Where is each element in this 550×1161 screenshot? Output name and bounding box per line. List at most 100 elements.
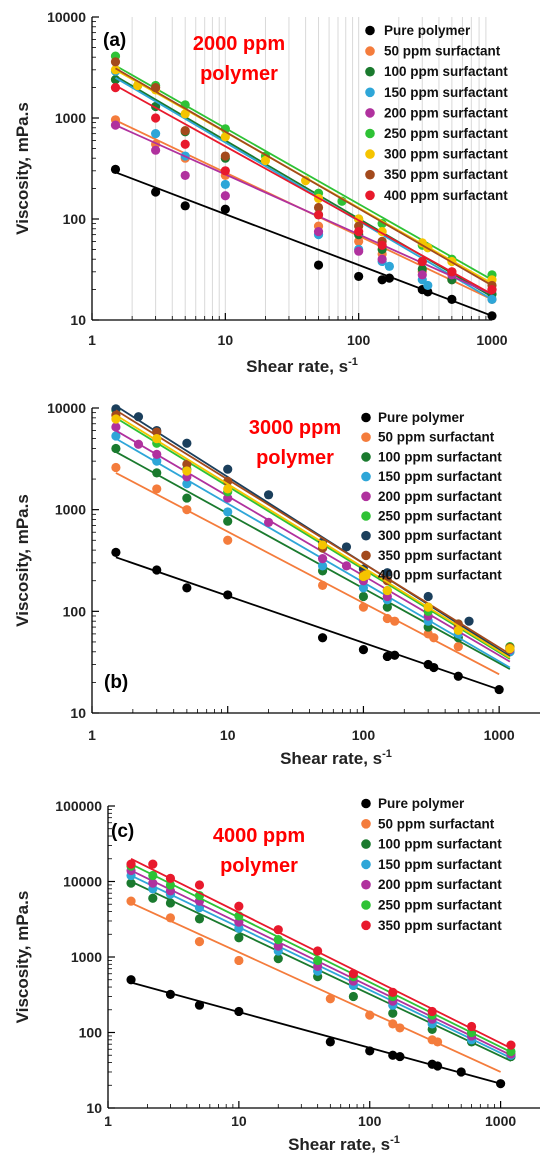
polymer-annotation-line2: polymer	[200, 63, 278, 85]
legend-entry: 100 ppm surfactant	[384, 64, 508, 79]
data-point	[382, 602, 392, 612]
polymer-annotation-line1: 2000 ppm	[193, 33, 285, 55]
data-point	[110, 57, 121, 67]
data-point	[110, 74, 121, 85]
x-tick-label: 10	[220, 727, 236, 743]
legend-marker	[361, 471, 371, 482]
y-tick-label: 1000	[71, 949, 102, 965]
data-point	[313, 210, 324, 220]
data-point	[313, 955, 323, 966]
y-tick-label: 10	[86, 1100, 102, 1116]
data-point	[358, 602, 369, 612]
legend-marker	[361, 879, 371, 890]
series-7	[126, 857, 516, 1050]
data-point	[341, 542, 352, 552]
legend-marker	[365, 46, 375, 56]
legend-entry: 300 ppm surfactant	[384, 147, 508, 162]
data-point	[487, 284, 497, 295]
x-tick-label: 1000	[484, 727, 515, 743]
data-point	[151, 82, 161, 93]
data-point	[194, 936, 205, 947]
y-tick-label: 100000	[55, 798, 102, 814]
trend-line	[115, 409, 511, 655]
data-point	[182, 493, 192, 503]
y-tick-label: 10	[70, 312, 86, 328]
legend-entry: 150 ppm surfactant	[384, 85, 508, 100]
data-point	[148, 870, 158, 881]
legend-entry: 350 ppm surfactant	[384, 167, 508, 182]
data-point	[377, 240, 387, 250]
legend-entry: 200 ppm surfactant	[378, 489, 502, 504]
trend-line	[115, 124, 493, 296]
data-point	[165, 913, 176, 923]
legend-marker	[361, 900, 371, 910]
legend-marker	[361, 839, 371, 849]
data-point	[325, 994, 335, 1004]
data-point	[151, 129, 161, 139]
data-point	[194, 914, 205, 924]
data-point	[432, 1037, 443, 1047]
polymer-annotation-line2: polymer	[220, 855, 298, 877]
data-point	[447, 267, 457, 277]
data-point	[148, 878, 158, 888]
data-point	[182, 583, 192, 593]
data-point	[317, 580, 328, 590]
data-point	[165, 898, 176, 908]
legend-marker	[361, 920, 371, 931]
x-tick-label: 100	[352, 727, 376, 743]
data-point	[111, 443, 121, 454]
data-point	[234, 1006, 244, 1017]
panel-label: (c)	[111, 821, 134, 842]
data-point	[148, 893, 158, 903]
data-point	[313, 260, 324, 270]
data-point	[341, 561, 352, 571]
polymer-annotation-line1: 3000 ppm	[249, 417, 341, 439]
legend-entry: 200 ppm surfactant	[384, 105, 508, 120]
legend-entry: 350 ppm surfactant	[378, 918, 502, 933]
series-9	[110, 82, 497, 296]
x-axis-label: Shear rate, s-1	[288, 1134, 400, 1154]
data-point	[126, 896, 136, 906]
data-point	[423, 591, 433, 602]
data-point	[382, 613, 392, 624]
y-axis-label: Viscosity, mPa.s	[13, 102, 32, 235]
data-point	[263, 517, 274, 527]
data-point	[453, 671, 463, 681]
data-point	[423, 602, 433, 612]
data-point	[111, 414, 121, 424]
legend-entry: 250 ppm surfactant	[384, 126, 508, 141]
data-point	[466, 1021, 477, 1032]
legend-entry: 250 ppm surfactant	[378, 898, 502, 913]
polymer-annotation-line1: 4000 ppm	[213, 825, 305, 847]
data-point	[111, 462, 121, 473]
trend-line	[115, 417, 511, 660]
legend-marker	[361, 550, 371, 561]
data-point	[432, 1061, 443, 1071]
legend-marker	[361, 530, 371, 541]
y-tick-label: 1000	[55, 110, 86, 126]
data-point	[223, 516, 233, 526]
x-tick-label: 1	[88, 727, 96, 743]
series-2	[126, 896, 501, 1073]
data-point	[152, 565, 162, 575]
x-tick-label: 100	[347, 332, 371, 348]
trend-line	[115, 77, 493, 301]
x-tick-label: 100	[358, 1113, 382, 1129]
y-tick-label: 10000	[63, 874, 102, 890]
data-point	[358, 591, 369, 602]
data-point	[354, 227, 364, 237]
data-point	[234, 933, 244, 943]
x-tick-label: 1	[88, 332, 96, 348]
data-point	[194, 880, 205, 890]
data-point	[348, 991, 358, 1002]
legend-marker	[365, 169, 375, 180]
data-point	[194, 1000, 205, 1010]
series-1	[111, 547, 504, 695]
data-point	[429, 662, 439, 673]
data-point	[505, 643, 515, 654]
data-point	[494, 684, 504, 695]
data-point	[464, 616, 474, 626]
data-point	[152, 434, 162, 444]
